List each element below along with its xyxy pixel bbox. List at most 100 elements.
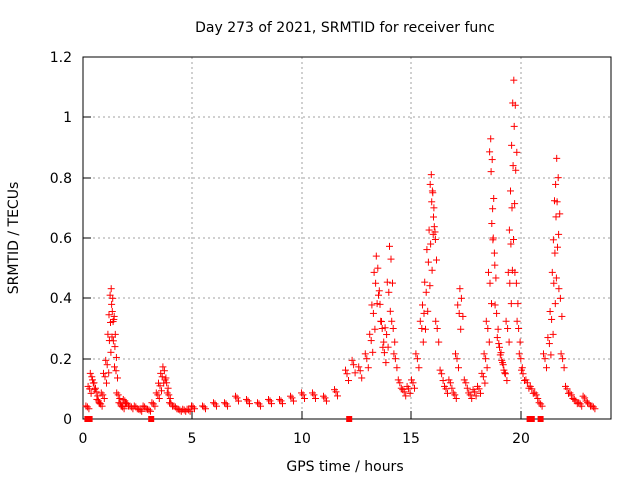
- data-point: [556, 210, 564, 218]
- data-point: [113, 389, 121, 397]
- data-point: [370, 268, 378, 276]
- data-point: [511, 200, 519, 208]
- data-point: [364, 364, 372, 372]
- data-point: [518, 366, 525, 374]
- data-point: [157, 369, 165, 377]
- data-point: [224, 402, 231, 410]
- data-point: [361, 350, 369, 358]
- data-point: [525, 384, 533, 392]
- y-tick-label: 0.8: [50, 171, 72, 187]
- data-point: [505, 226, 513, 234]
- x-tick-label: 10: [293, 431, 311, 447]
- data-point: [426, 180, 434, 188]
- data-point: [454, 301, 462, 309]
- data-point: [82, 402, 90, 410]
- data-point: [459, 312, 467, 320]
- data-point: [438, 370, 446, 378]
- data-point: [433, 256, 440, 264]
- data-point: [189, 403, 197, 411]
- data-point: [210, 399, 217, 407]
- data-point: [456, 285, 464, 293]
- data-point: [380, 349, 388, 357]
- data-point: [485, 268, 492, 276]
- data-point: [428, 198, 436, 206]
- data-point: [510, 122, 518, 130]
- data-point: [423, 246, 431, 254]
- data-point: [479, 373, 487, 381]
- data-point: [419, 338, 427, 346]
- data-point: [112, 353, 120, 361]
- data-point: [265, 395, 272, 403]
- data-point: [522, 376, 530, 384]
- data-point: [107, 348, 115, 356]
- data-point: [433, 325, 441, 332]
- x-tick-label: 0: [79, 431, 88, 447]
- data-point: [94, 392, 102, 400]
- data-point: [345, 377, 352, 385]
- data-point: [578, 402, 586, 410]
- plot-frame: [82, 56, 612, 420]
- data-point: [279, 400, 286, 408]
- data-point: [428, 266, 436, 274]
- y-ticks: [83, 56, 91, 420]
- data-point: [512, 279, 520, 287]
- data-point: [383, 331, 391, 339]
- zero-marker: [86, 416, 93, 422]
- data-point: [112, 367, 120, 375]
- data-point: [430, 213, 437, 221]
- data-point: [299, 391, 307, 399]
- data-point: [389, 279, 396, 287]
- data-point: [107, 285, 115, 293]
- data-point: [374, 264, 382, 272]
- data-point: [386, 307, 394, 315]
- data-point: [507, 187, 514, 195]
- data-point: [320, 392, 327, 400]
- data-point: [547, 351, 555, 359]
- data-point: [380, 338, 388, 346]
- data-point: [135, 405, 143, 413]
- data-point: [436, 366, 444, 374]
- data-point: [514, 300, 522, 308]
- data-point: [553, 198, 561, 206]
- data-point: [415, 364, 423, 372]
- data-point: [309, 389, 316, 397]
- data-point: [511, 101, 519, 109]
- data-point: [369, 309, 377, 317]
- data-point: [441, 382, 448, 390]
- data-point: [378, 325, 386, 332]
- data-point: [555, 285, 563, 293]
- data-point: [424, 307, 432, 315]
- data-point: [290, 397, 297, 405]
- data-point: [331, 386, 338, 394]
- data-point: [422, 288, 430, 296]
- data-point: [372, 252, 380, 260]
- chart-title: Day 273 of 2021, SRMTID for receiver fun…: [195, 20, 495, 36]
- data-point: [435, 338, 443, 346]
- zero-marker: [148, 416, 155, 422]
- data-point: [391, 338, 399, 346]
- data-point: [382, 359, 390, 367]
- data-point: [566, 389, 574, 397]
- data-point: [105, 311, 113, 319]
- data-point: [402, 392, 410, 400]
- data-point: [276, 395, 283, 403]
- data-point: [579, 392, 587, 400]
- data-point: [457, 294, 465, 302]
- data-point: [446, 379, 454, 387]
- data-point: [254, 399, 261, 407]
- data-point: [552, 274, 560, 282]
- data-point: [108, 300, 116, 308]
- data-point: [554, 243, 561, 251]
- data-point: [166, 399, 173, 407]
- data-point: [584, 399, 591, 407]
- data-point: [375, 291, 382, 299]
- data-point: [221, 399, 228, 407]
- x-tick-labels: 0 5 10 15 20: [79, 431, 530, 447]
- data-point: [557, 350, 565, 358]
- data-point: [390, 350, 398, 358]
- data-point: [103, 361, 111, 369]
- y-axis-label: SRMTID / TECUs: [6, 182, 22, 295]
- data-point: [233, 394, 241, 402]
- data-point: [160, 367, 168, 375]
- data-point: [490, 194, 498, 202]
